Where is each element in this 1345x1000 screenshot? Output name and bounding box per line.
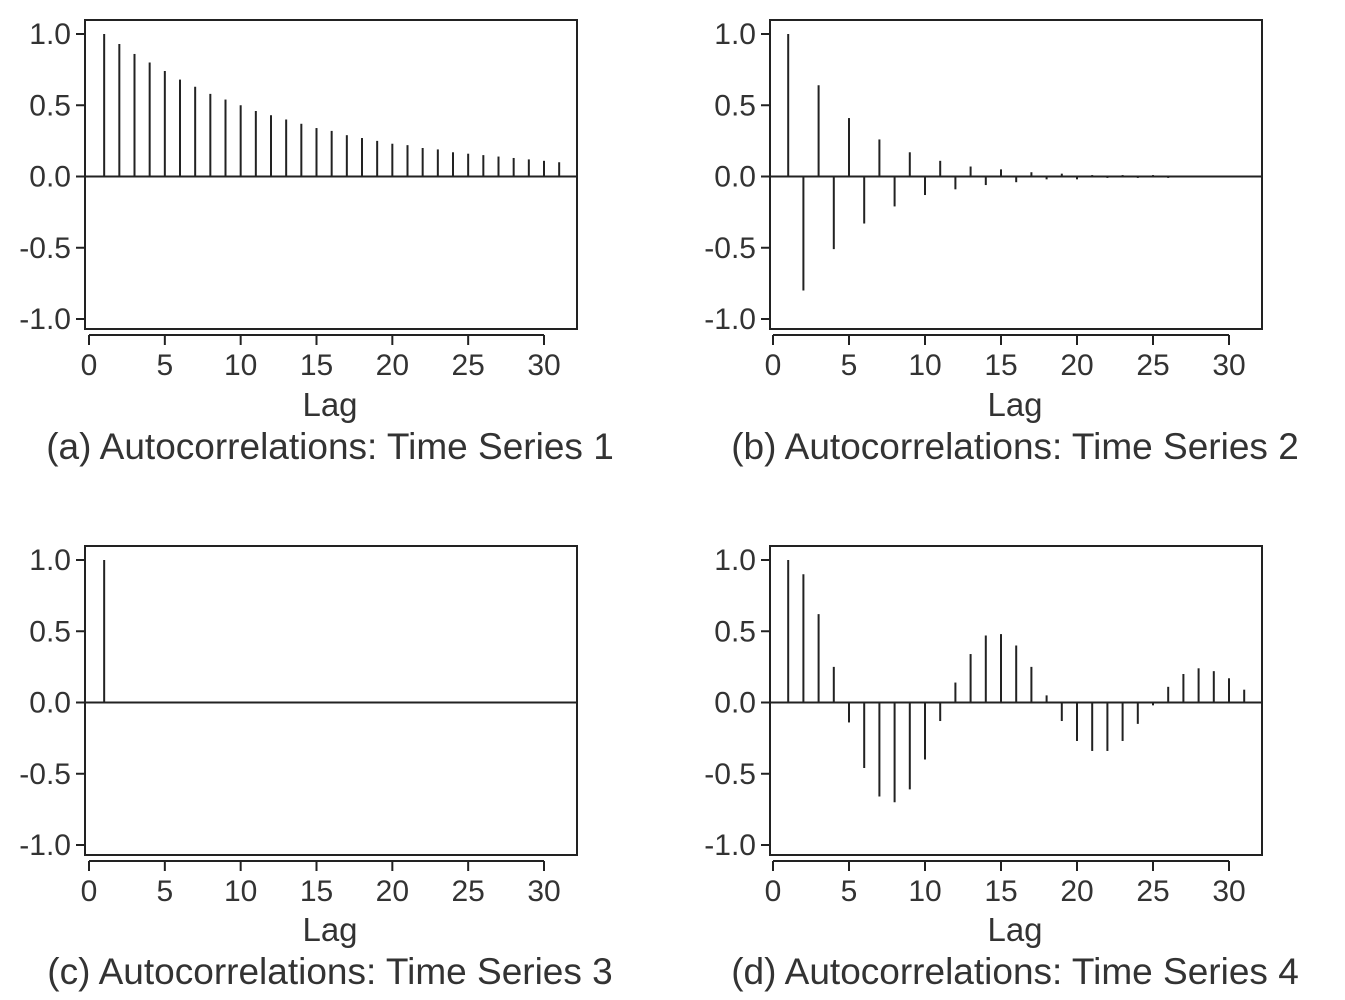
caption: (c) Autocorrelations: Time Series 3 bbox=[47, 951, 613, 992]
x-tick-label: 15 bbox=[984, 349, 1017, 382]
x-tick-label: 5 bbox=[841, 875, 858, 908]
stems bbox=[787, 560, 1246, 803]
x-tick-label: 30 bbox=[1212, 349, 1245, 382]
y-tick-label: 0.0 bbox=[714, 687, 756, 720]
plot-frame bbox=[769, 19, 1263, 330]
x-tick-label: 0 bbox=[765, 349, 782, 382]
y-tick-label: 0.0 bbox=[714, 161, 756, 194]
y-tick-label: 0.5 bbox=[714, 615, 756, 648]
x-tick-label: 25 bbox=[1136, 875, 1169, 908]
stems bbox=[787, 34, 1200, 291]
ticks: 1.0 0.5 0.0 -0.5 -1.0 0 5 10 15 20 25 30 bbox=[19, 544, 560, 908]
y-tick-label: 0.5 bbox=[714, 89, 756, 122]
caption: (a) Autocorrelations: Time Series 1 bbox=[46, 426, 614, 467]
y-tick-label: 0.0 bbox=[29, 687, 71, 720]
plot-frame bbox=[769, 545, 1263, 856]
y-tick-label: 1.0 bbox=[29, 18, 71, 51]
y-tick-label: -0.5 bbox=[704, 232, 756, 265]
x-tick-label: 25 bbox=[451, 875, 484, 908]
x-tick-label: 10 bbox=[224, 349, 257, 382]
x-tick-label: 10 bbox=[908, 875, 941, 908]
y-tick-label: 0.5 bbox=[29, 89, 71, 122]
x-tick-label: 10 bbox=[224, 875, 257, 908]
x-axis-title: Lag bbox=[302, 386, 357, 423]
x-tick-label: 20 bbox=[376, 349, 409, 382]
x-tick-label: 25 bbox=[451, 349, 484, 382]
x-tick-label: 20 bbox=[376, 875, 409, 908]
x-tick-label: 15 bbox=[300, 875, 333, 908]
x-tick-label: 30 bbox=[527, 875, 560, 908]
y-tick-label: -0.5 bbox=[19, 758, 71, 791]
x-tick-label: 30 bbox=[1212, 875, 1245, 908]
x-tick-label: 15 bbox=[300, 349, 333, 382]
x-axis-title: Lag bbox=[302, 911, 357, 948]
x-axis-title: Lag bbox=[987, 911, 1042, 948]
x-tick-label: 0 bbox=[81, 875, 98, 908]
caption: (d) Autocorrelations: Time Series 4 bbox=[731, 951, 1299, 992]
panel-c: (c) Autocorrelations: Time Series 3 Lag … bbox=[19, 544, 612, 992]
ticks: 1.0 0.5 0.0 -0.5 -1.0 0 5 10 15 20 25 30 bbox=[704, 18, 1245, 382]
y-tick-label: 1.0 bbox=[714, 18, 756, 51]
y-tick-label: 0.0 bbox=[29, 161, 71, 194]
y-tick-label: 1.0 bbox=[714, 544, 756, 577]
ticks: 1.0 0.5 0.0 -0.5 -1.0 0 5 10 15 20 25 30 bbox=[704, 544, 1245, 908]
y-tick-label: -1.0 bbox=[19, 303, 71, 336]
y-tick-label: 1.0 bbox=[29, 544, 71, 577]
x-tick-label: 5 bbox=[156, 349, 173, 382]
x-tick-label: 20 bbox=[1060, 349, 1093, 382]
x-tick-label: 0 bbox=[765, 875, 782, 908]
x-tick-label: 15 bbox=[984, 875, 1017, 908]
caption: (b) Autocorrelations: Time Series 2 bbox=[731, 426, 1299, 467]
x-axis-title: Lag bbox=[987, 386, 1042, 423]
y-tick-label: -0.5 bbox=[704, 758, 756, 791]
y-tick-label: -1.0 bbox=[19, 829, 71, 862]
x-tick-label: 25 bbox=[1136, 349, 1169, 382]
ticks: 1.0 0.5 0.0 -0.5 -1.0 0 5 10 15 20 25 30 bbox=[19, 18, 560, 382]
y-tick-label: -1.0 bbox=[704, 829, 756, 862]
y-tick-label: -0.5 bbox=[19, 232, 71, 265]
x-tick-label: 0 bbox=[81, 349, 98, 382]
panel-a: (a) Autocorrelations: Time Series 1 Lag … bbox=[19, 18, 613, 467]
panel-d: (d) Autocorrelations: Time Series 4 Lag … bbox=[704, 544, 1298, 992]
plot-frame bbox=[84, 19, 578, 330]
plot-frame bbox=[84, 545, 578, 856]
x-tick-label: 5 bbox=[841, 349, 858, 382]
y-tick-label: -1.0 bbox=[704, 303, 756, 336]
y-tick-label: 0.5 bbox=[29, 615, 71, 648]
x-tick-label: 5 bbox=[156, 875, 173, 908]
x-tick-label: 20 bbox=[1060, 875, 1093, 908]
stems bbox=[103, 34, 561, 177]
x-tick-label: 30 bbox=[527, 349, 560, 382]
x-tick-label: 10 bbox=[908, 349, 941, 382]
panel-b: (b) Autocorrelations: Time Series 2 Lag … bbox=[704, 18, 1298, 467]
